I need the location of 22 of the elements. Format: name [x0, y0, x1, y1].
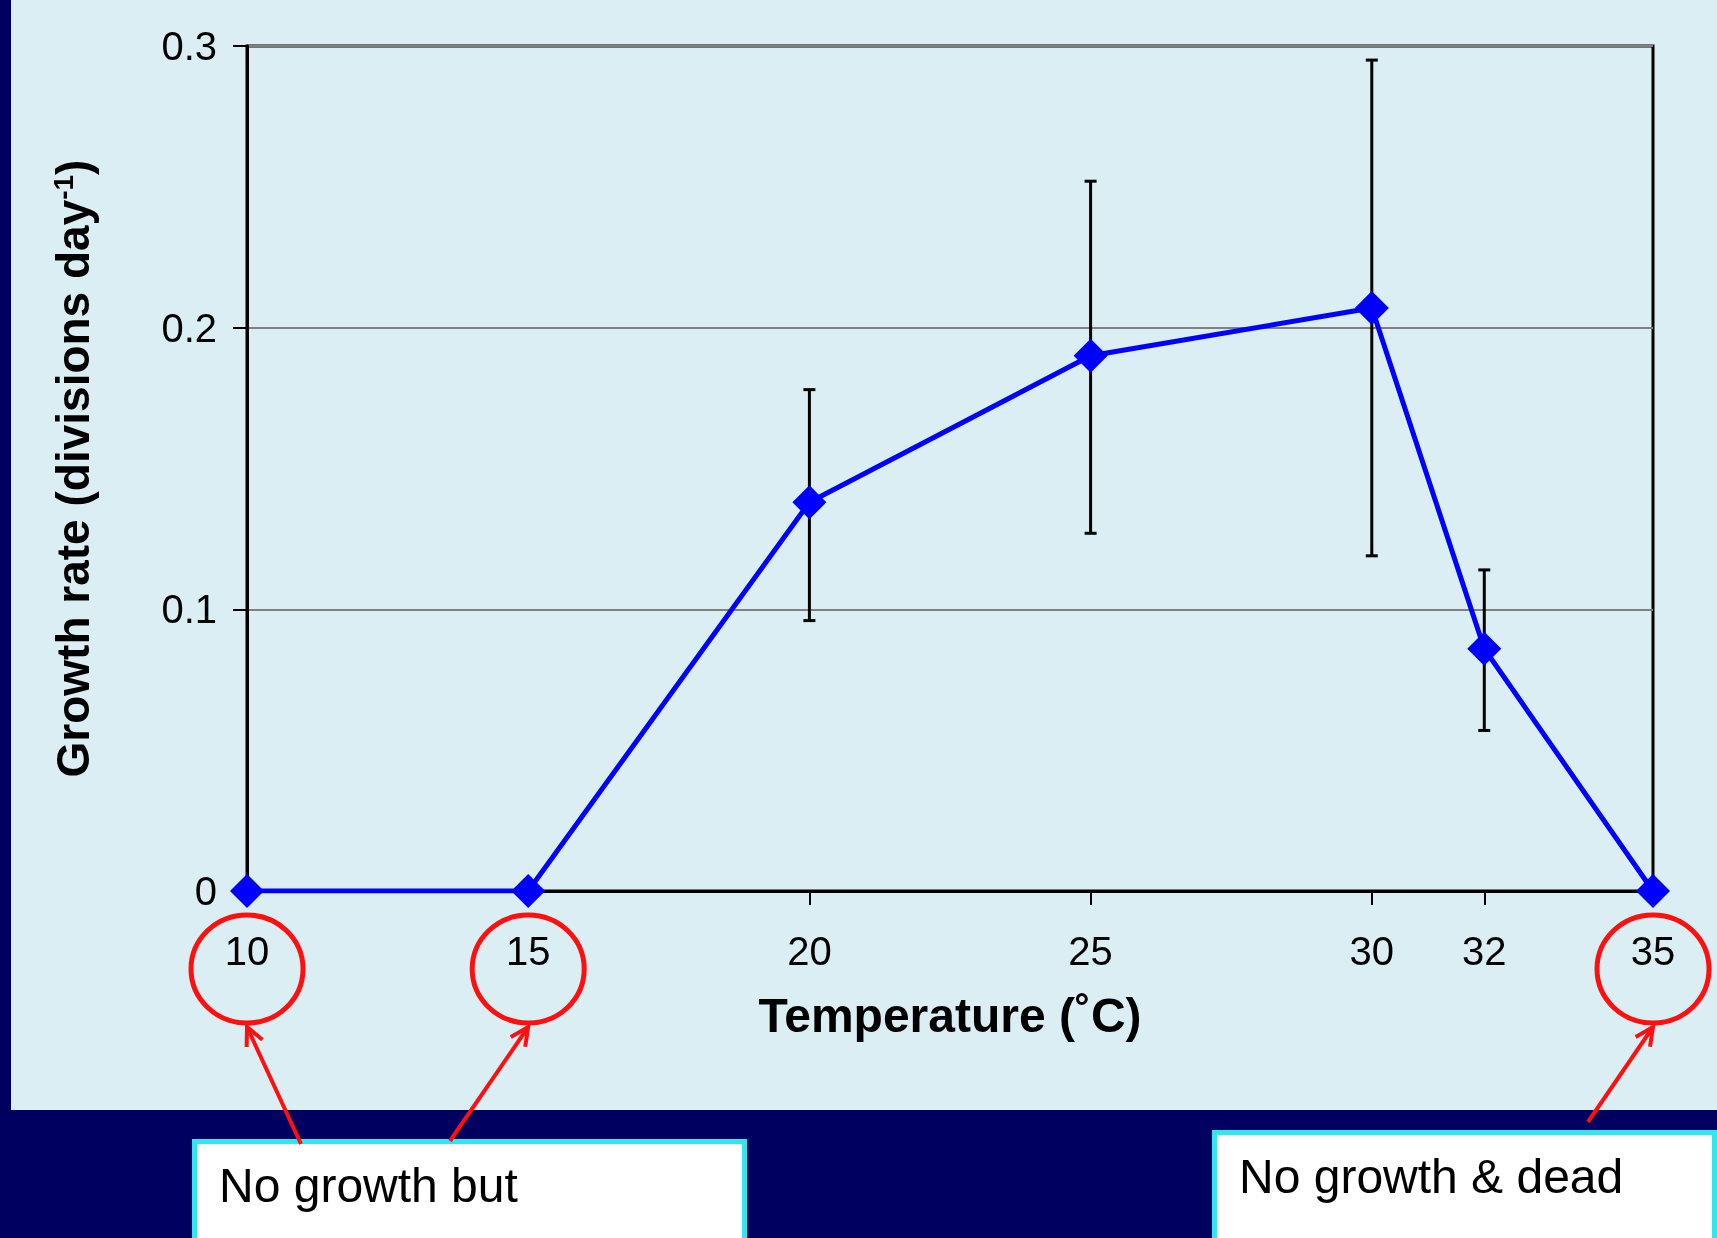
x-tick-label: 15 — [505, 929, 551, 973]
x-tick-label: 10 — [224, 929, 270, 973]
x-tick-label: 32 — [1462, 929, 1507, 973]
point — [1636, 874, 1670, 908]
point — [1073, 338, 1108, 373]
x-axis-title: Temperature (˚C) — [758, 988, 1142, 1042]
text: No growth & dead — [1212, 1130, 1717, 1238]
y-axis-title: Growth rate (divisions day-1) — [47, 159, 99, 778]
y-tick-label: 0.3 — [161, 24, 217, 68]
point — [230, 874, 264, 908]
x-tick-label: 25 — [1068, 929, 1113, 973]
point — [1467, 631, 1502, 666]
point — [511, 874, 546, 908]
y-tick-label: 0.2 — [161, 305, 217, 350]
x-tick-label: 30 — [1349, 929, 1395, 973]
y-tick-label: 0 — [194, 869, 217, 913]
point — [1354, 290, 1389, 325]
point — [792, 485, 827, 520]
y-tick-label: 0.1 — [161, 587, 217, 632]
x-tick-label: 35 — [1630, 929, 1676, 973]
text: No growth but — [192, 1139, 747, 1238]
x-tick-label: 20 — [787, 929, 832, 973]
